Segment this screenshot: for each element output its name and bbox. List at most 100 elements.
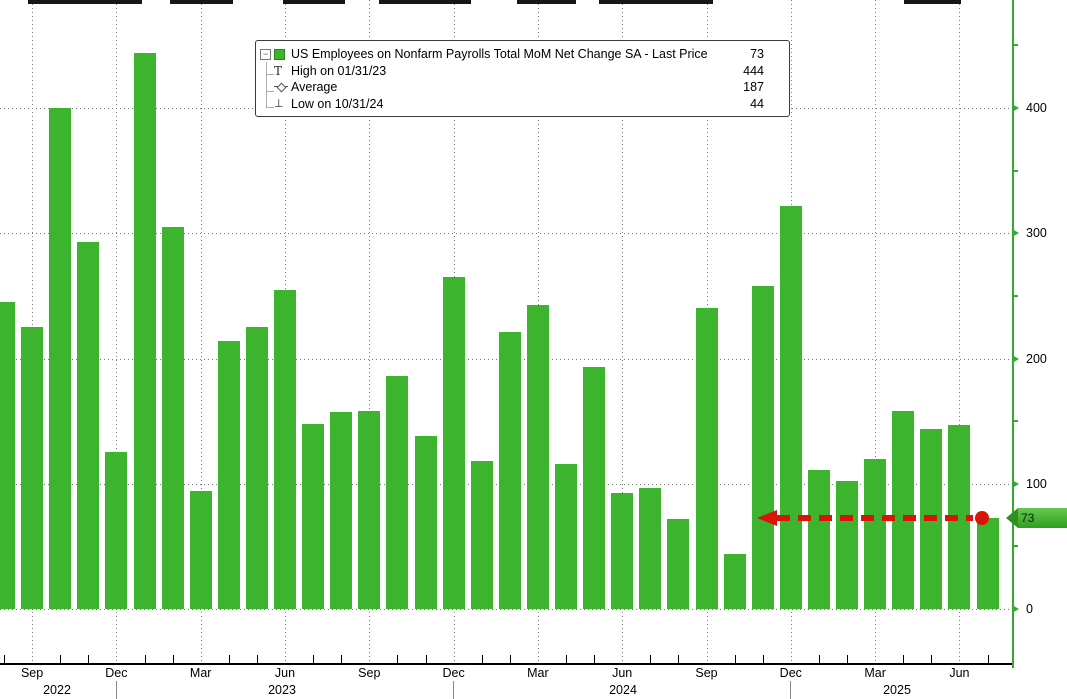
year-label-2025: 2025 [883, 683, 911, 697]
month-tick [4, 655, 5, 663]
legend-expand-icon[interactable]: − [260, 48, 271, 60]
bar-apr-2025[interactable] [892, 411, 915, 609]
y-tick-label-200: 200 [1026, 351, 1047, 366]
bar-sep-2022[interactable] [21, 327, 44, 609]
month-tick [313, 655, 315, 663]
bar-nov-2023[interactable] [414, 436, 437, 609]
bar-jan-2024[interactable] [470, 461, 493, 609]
bar-feb-2025[interactable] [836, 481, 858, 609]
y-tick-arrow-icon [1012, 479, 1019, 488]
v-gridline [622, 0, 624, 663]
red-dashed-arrow-line [777, 515, 973, 521]
bar-dec-2024[interactable] [779, 205, 802, 609]
x-tick-label-dec: Dec [442, 666, 465, 680]
legend-average-row: Average 187 [256, 79, 789, 96]
bar-jan-2025[interactable] [807, 469, 830, 609]
legend-tree-line [266, 62, 267, 107]
bar-oct-2023[interactable] [386, 376, 409, 609]
bar-mar-2024[interactable] [526, 304, 549, 609]
bar-jul-2024[interactable] [639, 487, 662, 609]
legend-low-row: ⊥ Low on 10/31/24 44 [256, 96, 789, 113]
bar-jun-2024[interactable] [611, 492, 634, 609]
month-tick [818, 655, 820, 663]
y-tick-label-300: 300 [1026, 226, 1047, 241]
bar-aug-2024[interactable] [667, 518, 690, 609]
v-gridline [959, 0, 961, 663]
top-fringe-segment [379, 0, 471, 4]
average-label: Average [291, 80, 338, 95]
v-gridline [200, 0, 202, 663]
bar-nov-2024[interactable] [751, 285, 774, 609]
y-tick-label-100: 100 [1026, 476, 1047, 491]
legend-high-row: T High on 01/31/23 444 [256, 63, 789, 80]
bar-jun-2023[interactable] [274, 289, 296, 609]
year-label-2022: 2022 [43, 683, 71, 697]
bar-may-2024[interactable] [583, 367, 606, 609]
y-minor-tick [1012, 420, 1018, 423]
bar-oct-2024[interactable] [723, 553, 746, 609]
month-tick [60, 655, 62, 663]
bar-jul-2025[interactable] [976, 517, 999, 609]
x-tick-label-sep: Sep [358, 666, 381, 680]
bar-dec-2022[interactable] [105, 452, 128, 609]
low-value: 44 [750, 96, 764, 111]
legend-series-row[interactable]: − US Employees on Nonfarm Payrolls Total… [256, 46, 789, 63]
year-label-2023: 2023 [268, 683, 296, 697]
top-fringe-segment [904, 0, 961, 4]
high-label: High on 01/31/23 [291, 63, 387, 78]
bar-sep-2023[interactable] [358, 411, 381, 609]
y-tick-arrow-icon [1012, 605, 1019, 613]
average-marker-icon [274, 82, 291, 93]
y-minor-tick [1012, 44, 1018, 47]
y-tick-arrow-icon [1012, 229, 1019, 238]
last-price-badge: 73 [1006, 508, 1067, 528]
month-tick [88, 655, 90, 663]
red-arrow-origin-dot [975, 511, 989, 525]
top-fringe-segment [170, 0, 233, 4]
v-gridline [369, 0, 371, 663]
high-marker-icon: T [274, 63, 283, 78]
bar-dec-2023[interactable] [442, 277, 465, 609]
month-tick [341, 655, 343, 663]
month-tick [566, 655, 567, 663]
bar-apr-2024[interactable] [555, 463, 577, 609]
month-tick [172, 655, 174, 663]
month-tick [425, 655, 427, 663]
month-tick [144, 655, 146, 663]
month-tick [987, 655, 989, 663]
month-tick [397, 655, 399, 663]
legend-box: − US Employees on Nonfarm Payrolls Total… [255, 40, 790, 117]
bar-feb-2024[interactable] [498, 332, 521, 609]
y-tick-arrow-icon [1012, 354, 1019, 363]
month-tick [847, 655, 848, 663]
x-tick-label-mar: Mar [864, 666, 886, 680]
bar-jul-2023[interactable] [302, 423, 325, 609]
x-tick-label-dec: Dec [779, 666, 802, 680]
bar-aug-2023[interactable] [330, 412, 353, 609]
bar-mar-2025[interactable] [864, 458, 887, 609]
year-separator [116, 681, 117, 699]
bar-apr-2023[interactable] [217, 340, 240, 609]
year-separator [453, 681, 454, 699]
bar-oct-2022[interactable] [49, 108, 72, 609]
legend-tree-branch [266, 74, 274, 75]
x-tick-label-jun: Jun [612, 666, 633, 680]
bar-feb-2023[interactable] [161, 226, 184, 609]
legend-tree-branch [266, 107, 274, 108]
x-tick-label-jun: Jun [949, 666, 970, 680]
month-tick [734, 655, 736, 663]
legend-tree-branch [266, 90, 274, 92]
bar-sep-2024[interactable] [695, 308, 718, 609]
series-last-price: 73 [750, 47, 764, 62]
y-tick-arrow-icon [1012, 104, 1019, 112]
x-tick-label-sep: Sep [20, 666, 44, 680]
bar-mar-2023[interactable] [189, 491, 212, 609]
bar-jan-2023[interactable] [133, 52, 156, 609]
top-fringe-segment [517, 0, 576, 4]
bar-aug-2022[interactable] [0, 302, 15, 609]
month-tick [931, 655, 933, 663]
bar-may-2023[interactable] [245, 327, 268, 609]
bar-nov-2022[interactable] [77, 242, 100, 609]
low-marker-icon: ⊥ [274, 97, 284, 111]
